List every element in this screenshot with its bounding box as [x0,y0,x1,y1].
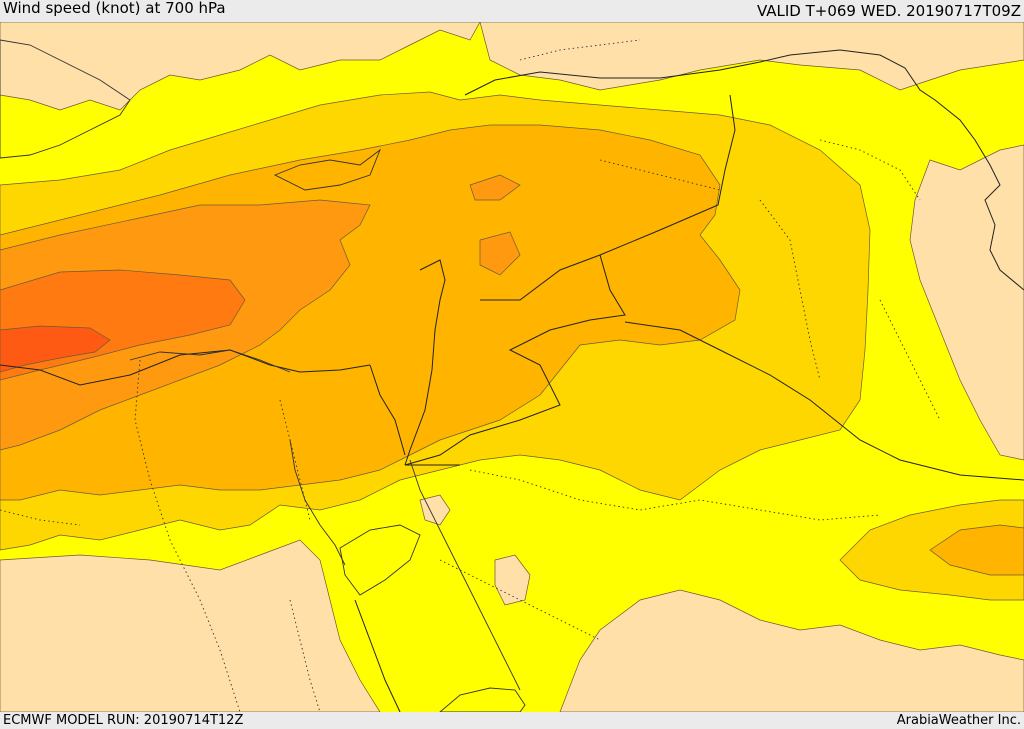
calm-areas [0,22,1024,712]
band-4-levant-patch [469,174,521,201]
map-footer: ECMWF MODEL RUN: 20190714T12Z ArabiaWeat… [0,712,1024,729]
country-borders [0,49,1024,712]
map-canvas [0,22,1024,712]
valid-time-label: VALID T+069 WED. 20190717T09Z [756,2,1021,20]
band-6-areas [0,325,111,373]
band-6-core [0,325,111,373]
calm-area-east [909,144,1024,461]
calm-area-southwest [0,539,381,712]
calm-area-sinai-patch [419,494,451,526]
calm-area-southeast [559,589,1024,712]
calm-area-north [479,22,1024,91]
model-run-label: ECMWF MODEL RUN: 20190714T12Z [3,713,244,728]
admin-boundaries [0,39,941,712]
band-4-jordan-patch [479,231,521,276]
calm-area-northwest [0,22,481,111]
wind-speed-map[interactable] [0,22,1024,712]
sea-areas [0,39,526,712]
credit-label: ArabiaWeather Inc. [896,713,1021,728]
sea-red-sea-south [439,687,526,712]
calm-area-hejaz-patch [494,554,531,606]
sea-aegean [0,39,131,159]
sea-gulf-of-aqaba [339,524,421,596]
map-title: Wind speed (knot) at 700 hPa [3,0,226,17]
map-header: Wind speed (knot) at 700 hPa VALID T+069… [0,0,1024,22]
coastlines [129,148,521,691]
band-3-east-jet [929,524,1024,576]
